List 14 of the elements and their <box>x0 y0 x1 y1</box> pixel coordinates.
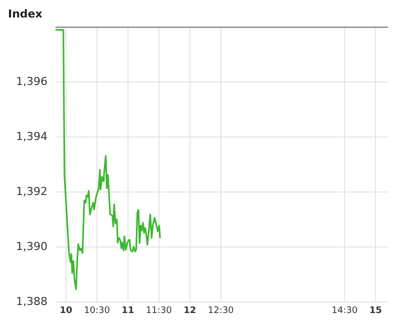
x-tick-label: 10 <box>60 306 72 316</box>
y-tick-label: 1,392 <box>16 185 48 198</box>
x-tick-label: 15 <box>369 306 382 316</box>
x-tick-label: 12:30 <box>208 306 234 316</box>
y-tick-label: 1,394 <box>16 130 48 144</box>
x-tick-label: 12 <box>184 306 196 316</box>
x-tick-label: 11:30 <box>146 306 172 316</box>
chart-title: Index <box>8 7 42 20</box>
x-tick-label: 10:30 <box>84 306 110 316</box>
x-tick-label: 11 <box>122 306 134 316</box>
y-tick-label: 1,388 <box>16 295 48 308</box>
y-tick-label: 1,396 <box>16 75 48 88</box>
y-tick-label: 1,390 <box>16 240 48 254</box>
x-tick-label: 14:30 <box>332 306 358 316</box>
